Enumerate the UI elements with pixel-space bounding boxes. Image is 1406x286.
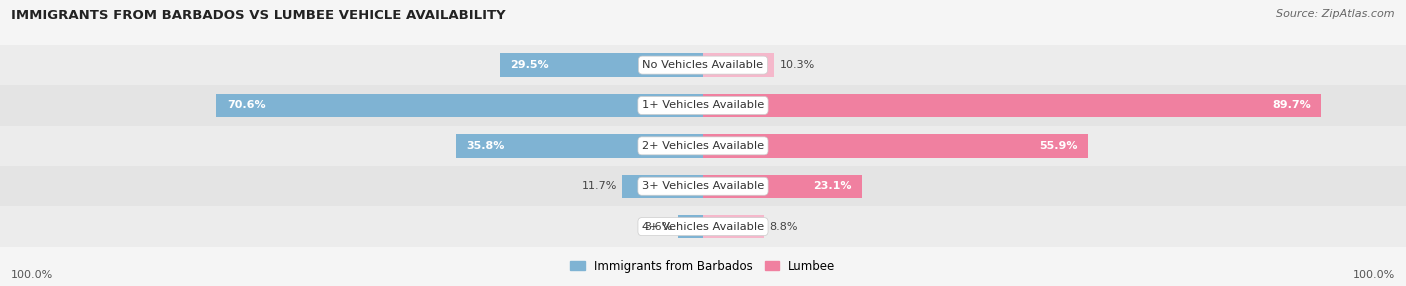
Text: 100.0%: 100.0% [1353, 270, 1395, 279]
Text: 11.7%: 11.7% [582, 181, 617, 191]
Text: 3+ Vehicles Available: 3+ Vehicles Available [643, 181, 763, 191]
Bar [457, 134, 703, 158]
Bar [703, 94, 1322, 117]
Bar [703, 134, 1088, 158]
Text: No Vehicles Available: No Vehicles Available [643, 60, 763, 70]
Text: 1+ Vehicles Available: 1+ Vehicles Available [643, 100, 763, 110]
Text: 3.6%: 3.6% [644, 222, 672, 232]
Text: 4+ Vehicles Available: 4+ Vehicles Available [643, 222, 763, 232]
Text: 8.8%: 8.8% [769, 222, 797, 232]
Bar [703, 53, 773, 77]
Bar [499, 53, 703, 77]
Bar [0, 126, 1406, 166]
Bar [217, 94, 703, 117]
Text: 29.5%: 29.5% [510, 60, 548, 70]
Text: 35.8%: 35.8% [467, 141, 505, 151]
Text: 2+ Vehicles Available: 2+ Vehicles Available [643, 141, 763, 151]
Text: 100.0%: 100.0% [11, 270, 53, 279]
Bar [703, 215, 763, 238]
Bar [623, 174, 703, 198]
Bar [678, 215, 703, 238]
Bar [0, 206, 1406, 247]
Text: IMMIGRANTS FROM BARBADOS VS LUMBEE VEHICLE AVAILABILITY: IMMIGRANTS FROM BARBADOS VS LUMBEE VEHIC… [11, 9, 506, 21]
Legend: Immigrants from Barbados, Lumbee: Immigrants from Barbados, Lumbee [565, 255, 841, 277]
Text: Source: ZipAtlas.com: Source: ZipAtlas.com [1277, 9, 1395, 19]
Text: 23.1%: 23.1% [813, 181, 852, 191]
Text: 55.9%: 55.9% [1039, 141, 1078, 151]
Text: 10.3%: 10.3% [779, 60, 814, 70]
Text: 89.7%: 89.7% [1272, 100, 1310, 110]
Bar [703, 174, 862, 198]
Text: 70.6%: 70.6% [226, 100, 266, 110]
Bar [0, 45, 1406, 85]
Bar [0, 166, 1406, 206]
Bar [0, 85, 1406, 126]
